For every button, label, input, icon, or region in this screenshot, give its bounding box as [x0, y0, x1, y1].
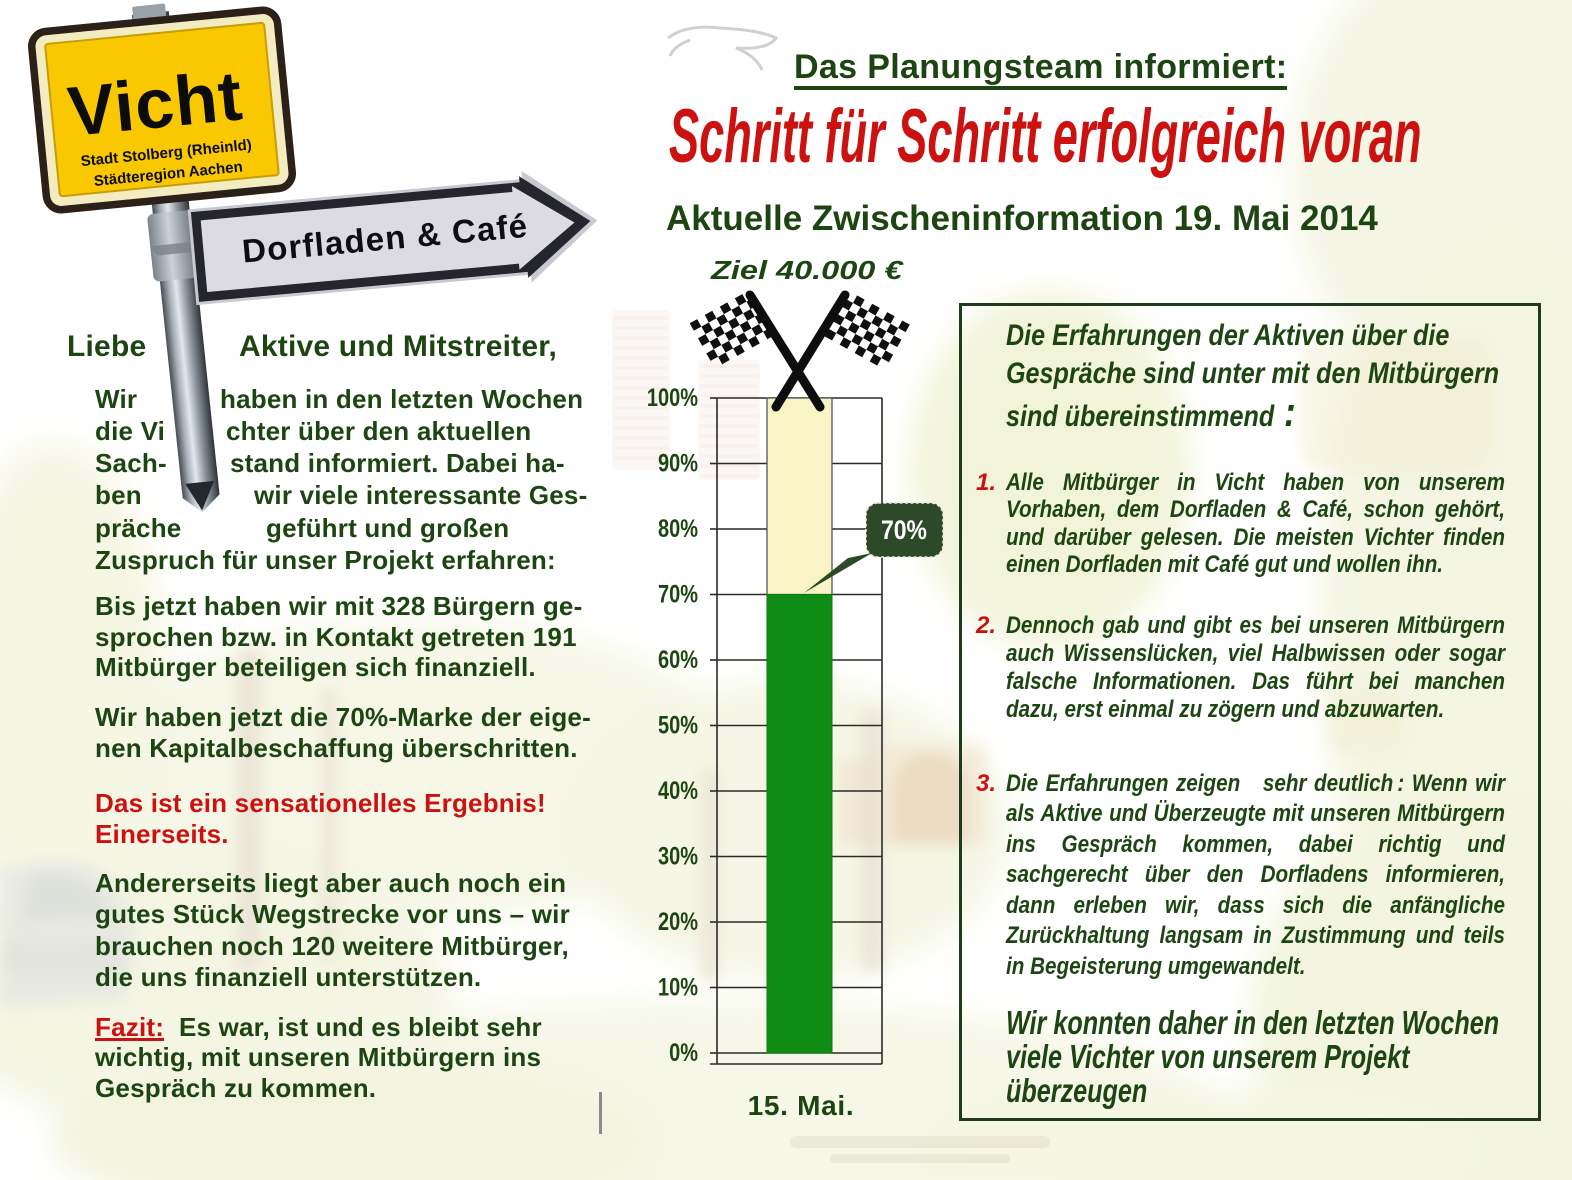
svg-text:70%: 70% [881, 515, 927, 545]
svg-text:90%: 90% [658, 449, 698, 477]
svg-text:15. Mai.: 15. Mai. [748, 1090, 855, 1121]
svg-text:40%: 40% [658, 777, 698, 805]
svg-text:50%: 50% [658, 711, 698, 739]
svg-text:Vicht: Vicht [65, 56, 247, 151]
svg-text:30%: 30% [658, 842, 698, 870]
svg-text:10%: 10% [658, 973, 698, 1001]
svg-text:80%: 80% [658, 515, 698, 543]
svg-text:70%: 70% [658, 580, 698, 608]
svg-text:Ziel 40.000 €: Ziel 40.000 € [710, 256, 904, 285]
svg-text:60%: 60% [658, 646, 698, 674]
svg-text:20%: 20% [658, 908, 698, 936]
svg-text:0%: 0% [669, 1039, 698, 1067]
svg-text:100%: 100% [647, 384, 698, 412]
